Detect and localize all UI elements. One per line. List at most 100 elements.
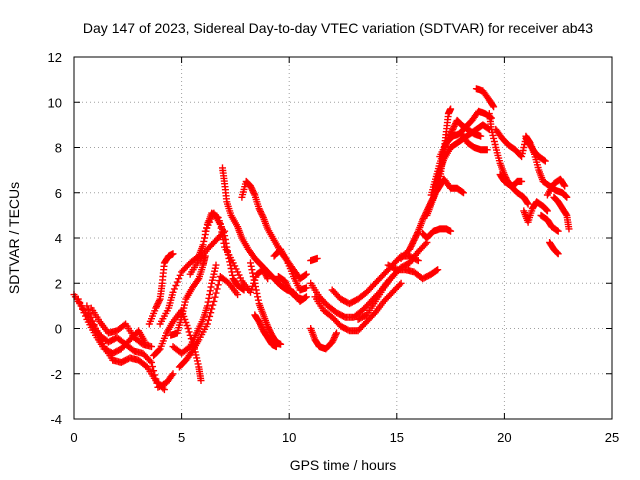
series-trace-5 — [145, 250, 177, 328]
series-trace-25 — [384, 261, 442, 283]
data-point — [460, 189, 467, 197]
series-trace-33 — [472, 85, 498, 111]
data-point — [169, 288, 177, 296]
data-point — [212, 289, 220, 297]
y-tick-label: 0 — [55, 322, 62, 337]
data-point — [214, 281, 222, 289]
data-point — [179, 307, 187, 315]
data-point — [168, 371, 176, 379]
data-point — [561, 182, 569, 190]
data-point — [541, 157, 549, 165]
data-point — [518, 177, 526, 185]
series-trace-4 — [87, 304, 155, 351]
data-point — [272, 343, 280, 351]
series-trace-22 — [307, 325, 340, 353]
data-point — [197, 377, 205, 384]
series-trace-28 — [423, 175, 467, 219]
data-point — [155, 297, 163, 305]
data-point — [234, 291, 242, 299]
data-point — [447, 105, 455, 113]
x-axis-tick-labels: 0 5 10 15 20 25 — [70, 430, 619, 445]
data-point — [76, 299, 84, 306]
data-point — [146, 357, 154, 365]
data-point — [148, 343, 155, 351]
data-point — [89, 317, 97, 325]
series-trace-15 — [247, 259, 285, 348]
y-tick-label: 2 — [55, 276, 62, 291]
data-point — [565, 225, 573, 233]
y-tick-label: 10 — [48, 95, 62, 110]
x-tick-label: 15 — [390, 430, 404, 445]
data-point — [205, 316, 212, 324]
y-axis-label: SDTVAR / TECUs — [6, 182, 22, 294]
data-point — [554, 227, 562, 235]
x-axis-label: GPS time / hours — [290, 457, 397, 473]
data-point — [434, 266, 442, 274]
data-point — [254, 293, 262, 301]
data-point — [175, 275, 183, 283]
data-point — [173, 278, 181, 286]
data-point — [490, 134, 498, 142]
data-point — [264, 275, 272, 283]
data-point — [302, 270, 310, 278]
y-tick-label: 4 — [55, 231, 62, 246]
data-point — [148, 358, 155, 366]
data-point — [159, 384, 167, 392]
data-point — [77, 302, 85, 310]
data-point — [490, 103, 498, 111]
data-point — [298, 295, 306, 303]
data-point — [211, 293, 219, 301]
data-point — [301, 271, 309, 279]
data-point — [170, 285, 178, 293]
y-tick-label: 8 — [55, 141, 62, 156]
data-point — [207, 309, 215, 317]
data-point — [205, 294, 213, 302]
x-tick-label: 20 — [497, 430, 511, 445]
y-tick-label: -4 — [50, 412, 62, 427]
data-point — [396, 281, 404, 289]
data-point — [82, 312, 89, 320]
data-point — [302, 284, 310, 292]
series-trace-39 — [537, 211, 562, 235]
y-axis-tick-labels: -4 -2 0 2 4 6 8 10 12 — [48, 50, 62, 427]
data-point — [74, 295, 82, 303]
data-point — [176, 271, 184, 279]
series-trace-27 — [419, 225, 455, 242]
y-tick-label: -2 — [50, 367, 62, 382]
data-point — [206, 218, 214, 226]
data-point — [209, 301, 217, 309]
data-point — [397, 279, 405, 287]
data-point — [203, 302, 211, 310]
data-point — [483, 146, 491, 154]
data-point — [155, 346, 163, 354]
data-point — [212, 261, 220, 269]
data-point — [524, 200, 532, 208]
series-trace-42 — [550, 193, 573, 233]
data-point — [414, 257, 422, 265]
data-point — [79, 305, 87, 313]
data-point — [560, 181, 568, 189]
series-trace-37 — [520, 198, 551, 226]
data-point — [200, 237, 208, 245]
series-trace-21 — [311, 279, 405, 335]
data-point — [554, 250, 562, 258]
data-point — [169, 370, 177, 378]
data-point — [277, 340, 285, 348]
data-point — [252, 283, 259, 291]
series-trace-9 — [169, 261, 220, 357]
data-point — [248, 266, 256, 274]
y-tick-label: 6 — [55, 186, 62, 201]
series-trace-24 — [354, 239, 431, 323]
data-point — [160, 386, 168, 394]
data-point — [313, 254, 321, 262]
data-point — [543, 207, 551, 215]
data-point — [220, 239, 228, 247]
data-point — [216, 220, 224, 228]
data-point — [563, 193, 571, 201]
series-trace-41 — [546, 239, 562, 258]
data-point — [184, 325, 192, 332]
data-point — [333, 329, 340, 337]
axis-ticks — [73, 56, 613, 420]
data-point — [258, 324, 266, 332]
